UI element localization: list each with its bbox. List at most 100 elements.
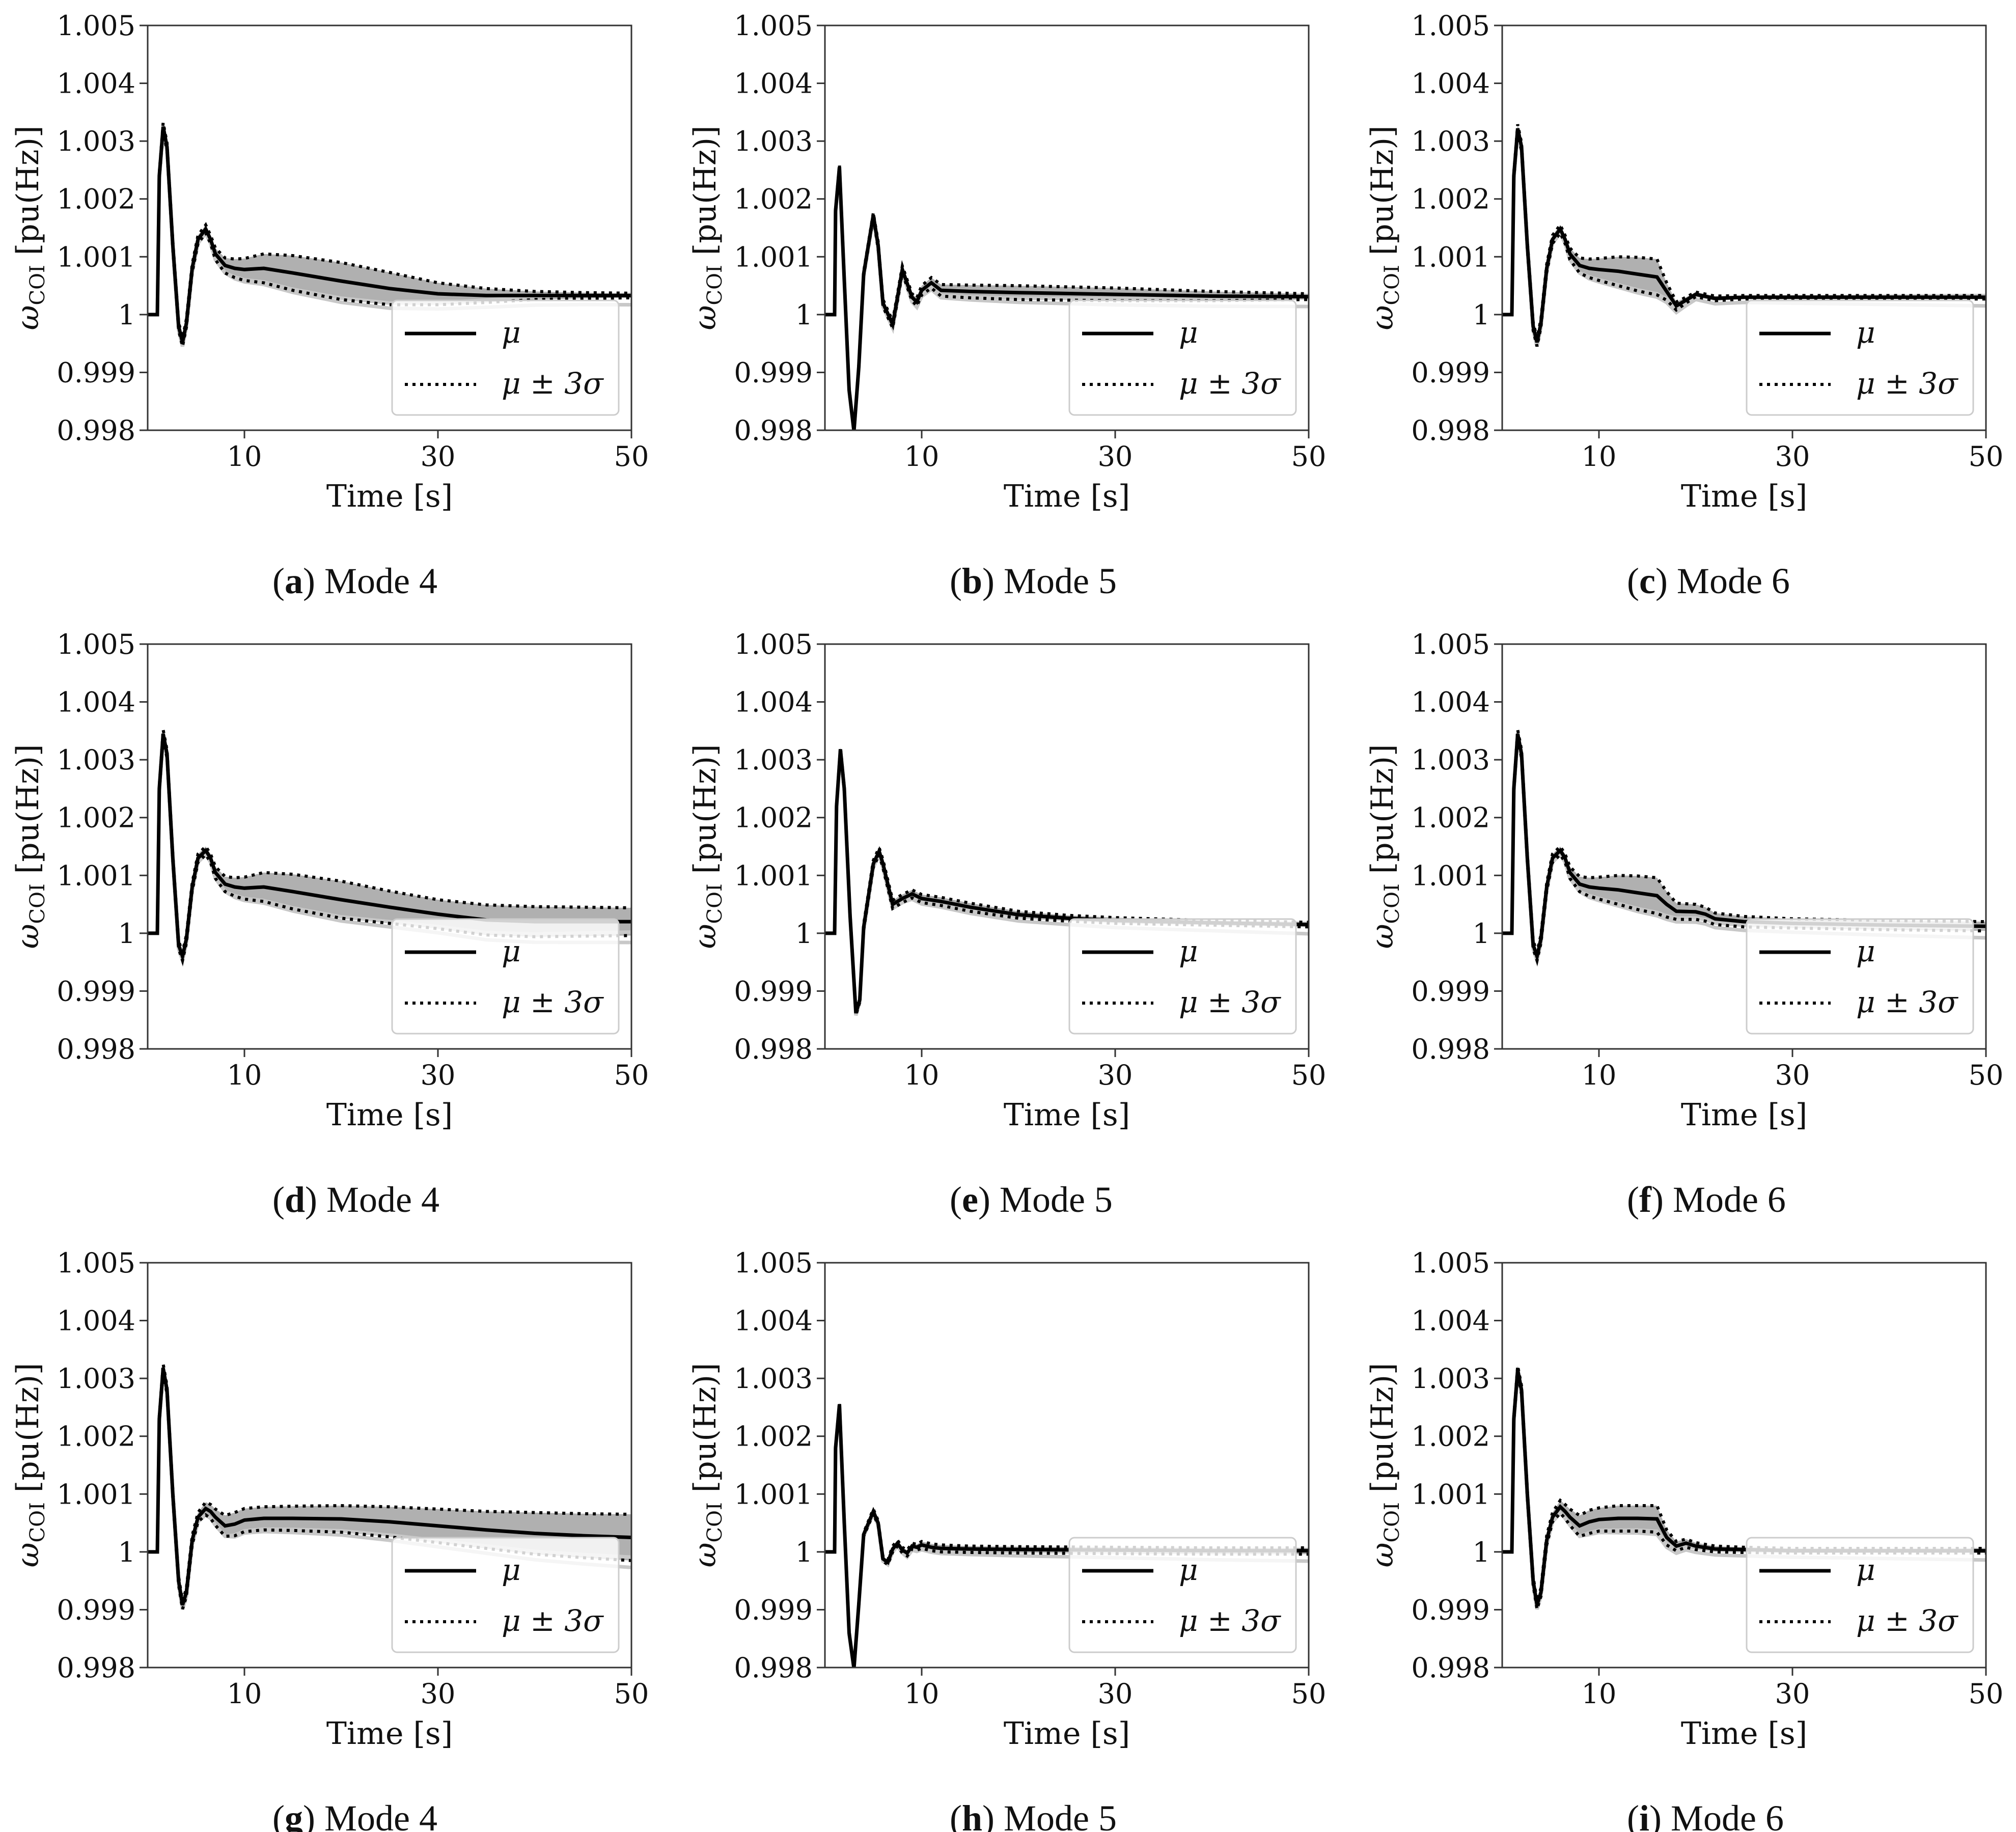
y-tick-label-a-6: 1.004	[57, 68, 135, 100]
y-tick-label-d-0: 0.998	[57, 1033, 135, 1065]
y-tick-label-f-5: 1.003	[1411, 744, 1490, 776]
legend-band-label-f: μ ± 3σ	[1856, 985, 1958, 1019]
x-tick-label-e-1: 30	[1098, 1059, 1133, 1091]
legend-mean-label-d: μ	[502, 934, 521, 968]
x-axis-label-d: Time [s]	[326, 1097, 453, 1133]
legend-mean-label-g: μ	[502, 1552, 521, 1587]
y-tick-label-d-4: 1.002	[57, 802, 135, 834]
y-axis-label-a: ωCOI [pu(Hz)]	[10, 126, 49, 330]
subplot-d: 0.998 0.999 1 1.001 1.002 1.003 1.004 1.005 10 30…	[10, 628, 649, 1220]
axes-frame-a	[147, 24, 632, 431]
y-tick-label-h-3: 1.001	[734, 1478, 813, 1510]
y-tick-label-a-1: 0.999	[57, 356, 135, 388]
x-axis-label-e: Time [s]	[1004, 1097, 1130, 1133]
y-tick-label-b-5: 1.003	[734, 125, 813, 157]
y-tick-label-c-7: 1.005	[1411, 10, 1490, 42]
legend-h: μ μ ± 3σ	[1068, 1537, 1297, 1653]
x-axis-label-i: Time [s]	[1681, 1716, 1807, 1752]
y-tick-label-f-6: 1.004	[1411, 686, 1490, 718]
y-tick-label-d-6: 1.004	[57, 686, 135, 718]
caption-g: (g) Mode 4	[272, 1798, 437, 1832]
y-tick-label-i-0: 0.998	[1411, 1652, 1490, 1684]
y-tick-label-g-2: 1	[118, 1536, 135, 1568]
subplot-e: 0.998 0.999 1 1.001 1.002 1.003 1.004 1.005 10 30…	[687, 628, 1326, 1220]
y-tick-label-h-0: 0.998	[734, 1652, 813, 1684]
y-tick-label-c-6: 1.004	[1411, 68, 1490, 100]
upper-3sigma-f	[1502, 729, 1986, 958]
mean-line-d	[148, 733, 631, 963]
legend-box-h	[1068, 1537, 1297, 1653]
band-fill-f	[1502, 730, 1986, 961]
subplot-f: 0.998 0.999 1 1.001 1.002 1.003 1.004 1.005 10 30…	[1365, 628, 2003, 1220]
y-tick-label-g-6: 1.004	[57, 1305, 135, 1337]
y-tick-label-a-2: 1	[118, 299, 135, 331]
y-tick-label-d-1: 0.999	[57, 975, 135, 1007]
legend-d: μ μ ± 3σ	[391, 918, 620, 1035]
y-tick-label-b-7: 1.005	[734, 10, 813, 42]
y-tick-label-d-7: 1.005	[57, 628, 135, 660]
subplot-i: 0.998 0.999 1 1.001 1.002 1.003 1.004 1.005 10 30…	[1365, 1247, 2003, 1832]
y-tick-label-f-4: 1.002	[1411, 802, 1490, 834]
caption-i: (i) Mode 6	[1627, 1798, 1784, 1832]
legend-c: μ μ ± 3σ	[1746, 299, 1974, 416]
y-tick-label-f-2: 1	[1473, 918, 1490, 950]
y-tick-label-e-1: 0.999	[734, 975, 813, 1007]
axes-frame-e	[824, 643, 1310, 1050]
legend-mean-label-a: μ	[502, 315, 521, 350]
y-tick-label-a-7: 1.005	[57, 10, 135, 42]
y-axis-label-d: ωCOI [pu(Hz)]	[10, 744, 49, 949]
legend-box-g	[391, 1537, 620, 1653]
legend-band-label-i: μ ± 3σ	[1856, 1603, 1958, 1638]
plot-area-b	[825, 164, 1309, 430]
mean-line-f	[1502, 733, 1986, 963]
axes-frame-d	[147, 643, 632, 1050]
caption-c: (c) Mode 6	[1627, 561, 1790, 601]
band-fill-d	[148, 730, 631, 961]
x-axis-label-b: Time [s]	[1004, 479, 1130, 514]
x-tick-label-b-0: 10	[904, 440, 940, 473]
y-tick-label-e-7: 1.005	[734, 628, 813, 660]
lower-3sigma-f	[1502, 737, 1986, 966]
y-tick-label-e-4: 1.002	[734, 802, 813, 834]
legend-mean-label-b: μ	[1179, 315, 1198, 350]
subplot-a: 0.998 0.999 1 1.001 1.002 1.003 1.004 1.005 10 30…	[10, 10, 649, 601]
legend-box-f	[1746, 918, 1974, 1035]
y-tick-label-b-6: 1.004	[734, 68, 813, 100]
y-tick-label-i-4: 1.002	[1411, 1421, 1490, 1453]
x-tick-label-h-1: 30	[1098, 1678, 1133, 1710]
y-tick-label-h-4: 1.002	[734, 1421, 813, 1453]
x-axis-label-f: Time [s]	[1681, 1097, 1807, 1133]
y-tick-label-i-2: 1	[1473, 1536, 1490, 1568]
y-tick-label-f-1: 0.999	[1411, 975, 1490, 1007]
legend-b: μ μ ± 3σ	[1068, 299, 1297, 416]
x-tick-label-f-0: 10	[1582, 1059, 1617, 1091]
mean-line-a	[148, 126, 631, 343]
plot-area-i	[1502, 1365, 1986, 1610]
y-tick-label-h-1: 0.999	[734, 1594, 813, 1626]
plot-area-e	[825, 746, 1309, 1016]
subplot-b: 0.998 0.999 1 1.001 1.002 1.003 1.004 1.005 10 30…	[687, 10, 1326, 601]
y-tick-label-a-0: 0.998	[57, 414, 135, 447]
x-tick-label-b-2: 50	[1291, 440, 1327, 473]
x-tick-label-c-2: 50	[1969, 440, 2004, 473]
y-tick-label-a-5: 1.003	[57, 125, 135, 157]
subplot-h: 0.998 0.999 1 1.001 1.002 1.003 1.004 1.005 10 30…	[687, 1247, 1326, 1832]
y-tick-label-f-3: 1.001	[1411, 859, 1490, 892]
x-tick-label-h-0: 10	[904, 1678, 940, 1710]
axes-frame-g	[147, 1262, 632, 1669]
y-tick-label-c-1: 0.999	[1411, 356, 1490, 388]
x-tick-label-d-0: 10	[227, 1059, 262, 1091]
caption-b: (b) Mode 5	[950, 561, 1117, 601]
caption-f: (f) Mode 6	[1627, 1179, 1786, 1220]
x-tick-label-b-1: 30	[1098, 440, 1133, 473]
mean-line-i	[1502, 1369, 1986, 1606]
legend-a: μ μ ± 3σ	[391, 299, 620, 416]
plot-area-c	[1502, 124, 1986, 347]
subplot-c: 0.998 0.999 1 1.001 1.002 1.003 1.004 1.005 10 30…	[1365, 10, 2003, 601]
x-tick-label-c-1: 30	[1775, 440, 1810, 473]
legend-i: μ μ ± 3σ	[1746, 1537, 1974, 1653]
x-tick-label-h-2: 50	[1291, 1678, 1327, 1710]
mean-line-e	[825, 749, 1309, 1014]
x-tick-label-a-0: 10	[227, 440, 262, 473]
